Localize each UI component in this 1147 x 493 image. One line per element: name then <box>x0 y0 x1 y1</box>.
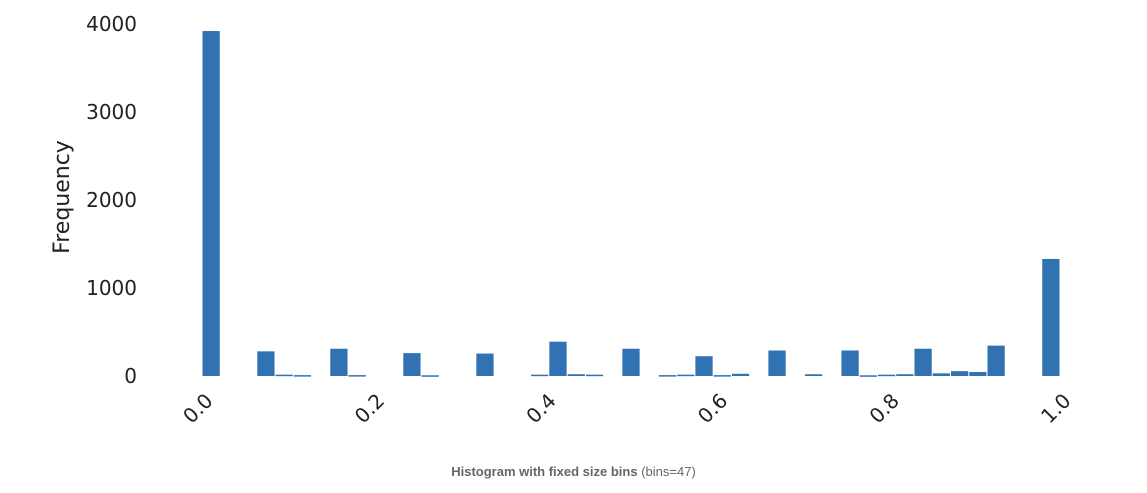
histogram-bar <box>932 373 950 376</box>
histogram-bar <box>950 371 969 376</box>
histogram-bar <box>531 374 549 377</box>
histogram-bar <box>549 341 567 376</box>
y-tick-label: 4000 <box>86 12 137 36</box>
y-axis-ticks: 0 1000 2000 3000 4000 <box>86 12 137 388</box>
histogram-bar <box>330 348 348 376</box>
histogram-bar <box>969 372 987 376</box>
caption-bins: (bins=47) <box>641 464 696 479</box>
histogram-bar <box>275 374 293 377</box>
histogram-bar <box>293 375 312 377</box>
histogram-bar <box>768 350 786 376</box>
histogram-bar <box>403 353 421 376</box>
histogram-bar <box>896 374 914 376</box>
histogram-bar <box>658 375 677 377</box>
histogram-bar <box>202 31 220 376</box>
x-tick-label: 0.4 <box>521 389 560 428</box>
histogram-bar <box>567 374 585 376</box>
histogram-bar <box>859 375 877 377</box>
caption-title: Histogram with fixed size bins <box>451 464 638 479</box>
y-axis-title: Frequency <box>50 140 75 254</box>
histogram-bar <box>987 345 1005 376</box>
x-tick-label: 0.0 <box>178 389 217 428</box>
y-tick-label: 3000 <box>86 100 137 124</box>
chart-caption: Histogram with fixed size bins (bins=47) <box>0 464 1147 479</box>
histogram-bar <box>348 375 366 377</box>
histogram-bar <box>804 374 823 376</box>
histogram-bars <box>202 31 1060 377</box>
histogram-bar <box>622 348 640 376</box>
x-tick-label: 0.2 <box>350 389 389 428</box>
histogram-bar <box>476 353 494 376</box>
histogram-bar <box>914 348 932 376</box>
x-axis-ticks: 0.0 0.2 0.4 0.6 0.8 1.0 <box>178 389 1075 428</box>
histogram-bar <box>421 375 439 377</box>
histogram-bar <box>1042 258 1060 376</box>
histogram-bar <box>713 375 731 377</box>
histogram-bar <box>585 374 604 377</box>
histogram-bar <box>841 350 859 376</box>
y-tick-label: 0 <box>124 364 137 388</box>
y-tick-label: 1000 <box>86 276 137 300</box>
histogram-bar <box>695 356 713 376</box>
histogram-bar <box>877 374 896 377</box>
histogram-bar <box>257 351 275 376</box>
histogram-bar <box>731 373 750 376</box>
x-tick-label: 0.8 <box>864 389 903 428</box>
x-tick-label: 1.0 <box>1036 389 1075 428</box>
y-tick-label: 2000 <box>86 188 137 212</box>
histogram-bar <box>677 374 695 377</box>
x-tick-label: 0.6 <box>693 389 732 428</box>
